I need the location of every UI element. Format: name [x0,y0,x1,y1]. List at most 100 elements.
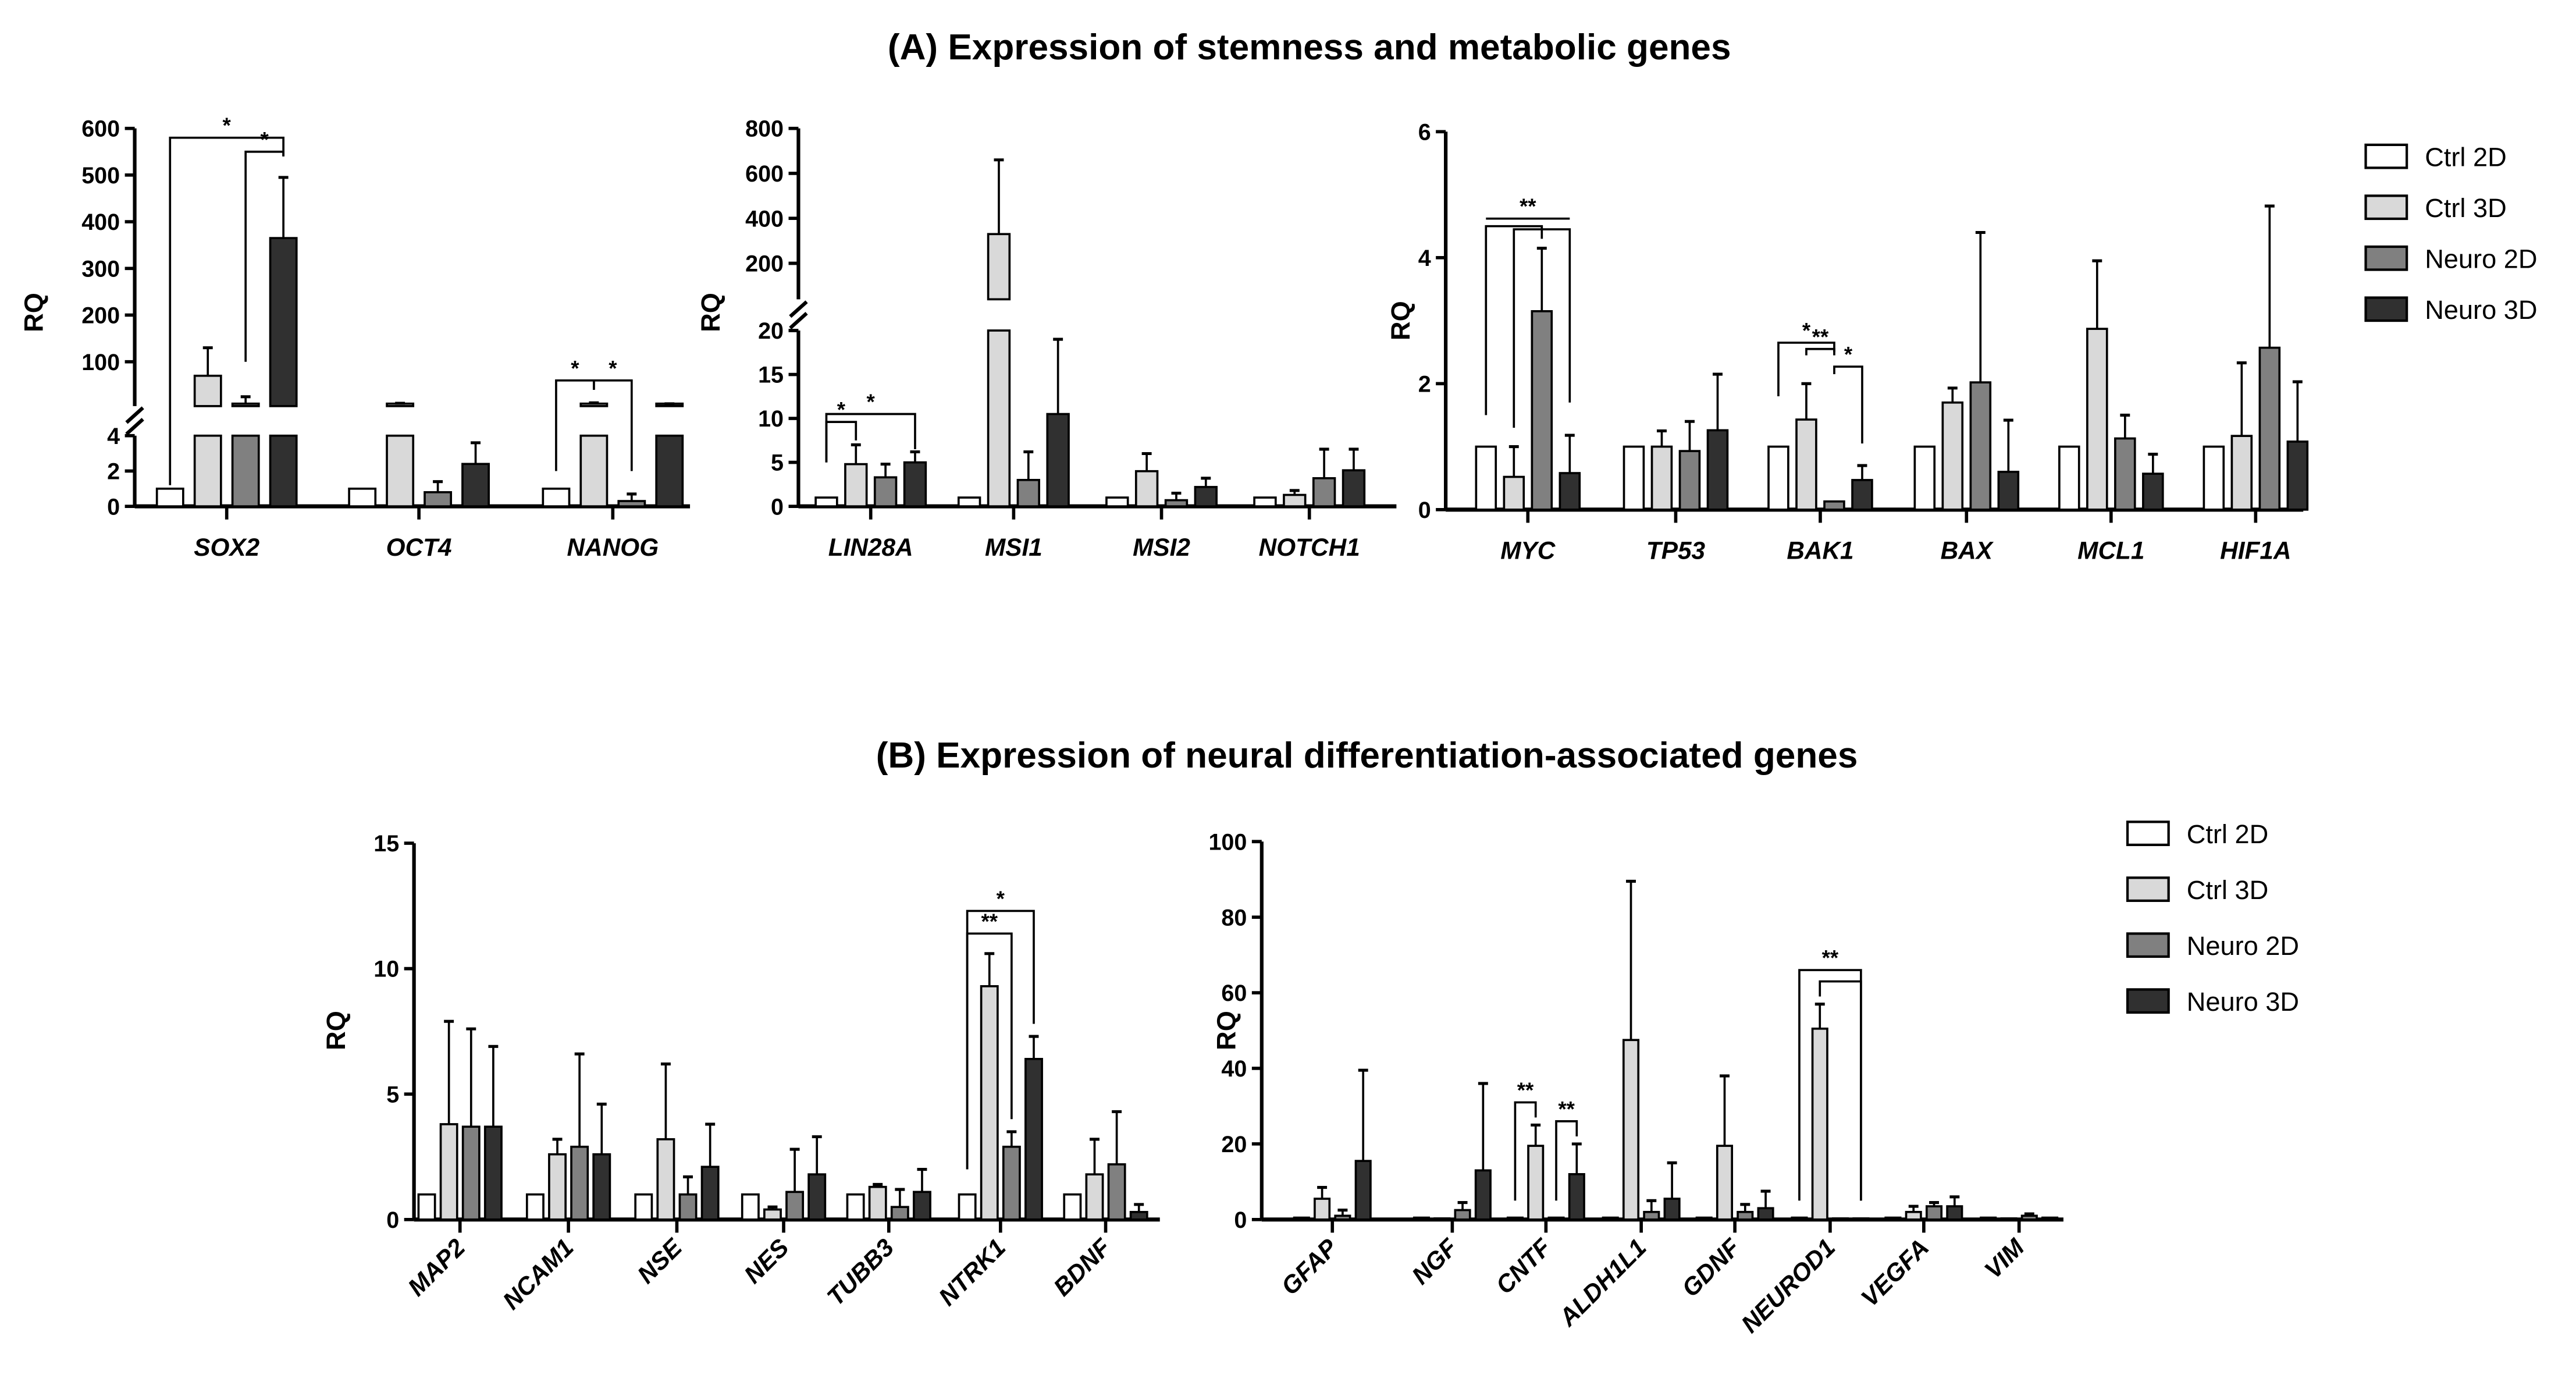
bar-NSE-2 [678,1193,698,1221]
bar-MCL1-1 [2086,328,2108,511]
category-label-NES: NES [739,1234,794,1289]
category-label-BAK1: BAK1 [1787,537,1853,564]
category-label-MSI2: MSI2 [1133,534,1190,561]
y-tick-label: 400 [745,206,784,232]
bar-NSE-1 [656,1138,675,1221]
bar-GDNF-0 [1695,1216,1713,1221]
bar-MYC-3 [1559,472,1581,511]
y-tick-label: 400 [81,209,120,235]
y-axis-label: RQ [19,293,48,332]
bar-NANOG-2 [617,500,646,507]
y-tick-label: 6 [1418,119,1431,145]
bar-GFAP-0 [1293,1216,1310,1221]
y-tick-label: 200 [81,303,120,329]
significance-bracket [1798,969,1862,1201]
y-axis-label: RQ [321,1011,351,1050]
significance-bracket [825,421,858,463]
bar-NGF-3 [1474,1169,1492,1221]
legend-swatch-1 [2364,194,2408,221]
category-label-NTRK1: NTRK1 [933,1234,1011,1311]
bar-HIF1A-3 [2286,440,2309,511]
bar-GDNF-1 [1716,1145,1734,1221]
bar-NCAM1-0 [525,1193,545,1221]
bar-BDNF-0 [1063,1193,1082,1221]
significance-label: * [997,887,1005,911]
bar-NES-3 [807,1173,827,1221]
bar-NANOG-3 [655,434,684,507]
significance-bracket [1819,980,1862,1201]
bar-BAK1-2 [1823,500,1845,511]
y-tick-label: 4 [107,424,120,449]
bar-NOTCH1-3 [1342,469,1366,507]
bar-SOX2-2 [231,434,260,507]
axis-break-mark [789,312,808,330]
bar-MSI2-3 [1194,486,1218,507]
significance-label: ** [1517,1078,1534,1102]
bar-MSI2-1 [1134,470,1159,507]
significance-label: * [571,356,579,380]
significance-label: * [609,356,617,380]
legend-b: Ctrl 2D Ctrl 3D Neuro 2D Neuro 3D [2126,819,2299,1017]
bar-LIN28A-2 [873,476,898,507]
significance-label: ** [1520,194,1536,218]
bar-VEGFA-3 [1946,1205,1963,1221]
bar-NSE-3 [700,1166,720,1221]
bar-NGF-0 [1412,1216,1430,1221]
significance-bracket [1513,228,1571,428]
bar-HIF1A-2 [2258,346,2281,511]
bar-MCL1-2 [2114,437,2136,511]
bar-NCAM1-1 [548,1153,567,1221]
significance-label: * [1844,343,1853,367]
significance-bracket [966,910,1035,1170]
bar-ALDH1L1-0 [1602,1216,1619,1221]
bar-SOX2-1 [193,434,222,507]
bar-BAX-3 [1997,471,2020,511]
category-label-BDNF: BDNF [1048,1233,1116,1301]
bar-NSE-0 [634,1193,653,1221]
y-axis-label: RQ [1386,301,1415,340]
y-tick-label: 20 [1221,1132,1247,1157]
y-tick-label: 0 [107,494,120,520]
bar-NANOG-0 [542,487,571,507]
bar-NCAM1-3 [592,1153,611,1221]
significance-bracket [593,379,633,471]
y-tick-label: 300 [81,256,120,282]
bar-ALDH1L1-1 [1622,1039,1640,1221]
category-label-NSE: NSE [632,1232,688,1288]
category-label-VEGFA: VEGFA [1856,1234,1934,1312]
bar-NOTCH1-1 [1283,493,1307,507]
legend-swatch-3 [2364,296,2408,322]
chart-A1: 0 2 4 100 200 300 400 500 600 RQ SOX2 OCT4 NANOG * * * * [19,113,691,561]
bar-VIM-3 [2041,1216,2059,1221]
y-tick-label: 0 [771,494,784,520]
bar-TUBB3-1 [868,1185,887,1221]
category-label-CNTF: CNTF [1490,1233,1557,1299]
bar-NCAM1-2 [570,1145,589,1221]
bar-MYC-2 [1531,310,1553,511]
bar-TP53-3 [1706,429,1729,511]
bar-TUBB3-3 [913,1191,931,1221]
y-tick-label: 500 [81,163,120,189]
bar-SOX2-3 [269,434,298,507]
legend-label-2: Neuro 2D [2425,244,2537,274]
y-tick-label: 10 [758,406,784,432]
legend-swatch-3 [2126,988,2170,1014]
significance-bracket [1555,1120,1578,1201]
bar-ALDH1L1-3 [1663,1198,1681,1221]
bar-NTRK1-2 [1002,1145,1021,1221]
significance-bracket [244,150,284,362]
y-tick-label: 5 [386,1082,399,1107]
category-label-MCL1: MCL1 [2077,537,2144,564]
bar-OCT4-2 [424,491,453,507]
y-tick-label: 10 [373,957,399,982]
category-label-NGF: NGF [1407,1233,1463,1289]
bar-GDNF-3 [1757,1207,1774,1221]
y-tick-label: 0 [1418,498,1431,523]
bar-SOX2-1-upper [193,374,222,407]
bar-GFAP-1 [1314,1198,1331,1221]
significance-bracket [966,932,1013,1170]
chart-A2: 0 5 10 15 20 200 400 600 800 RQ LIN28A MSI1 MSI2 NOTC… [696,116,1397,561]
category-label-MYC: MYC [1500,537,1556,564]
title-a: (A) Expression of stemness and metabolic… [888,27,1731,68]
bar-NOTCH1-0 [1253,496,1277,507]
